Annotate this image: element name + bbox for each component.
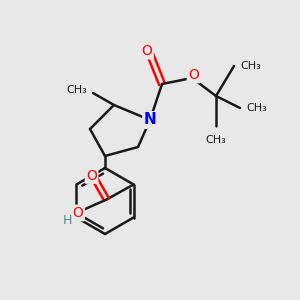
- Text: O: O: [142, 44, 152, 58]
- Text: O: O: [188, 68, 199, 82]
- Text: CH₃: CH₃: [206, 135, 226, 145]
- Text: CH₃: CH₃: [240, 61, 261, 71]
- Text: O: O: [73, 206, 83, 220]
- Text: O: O: [86, 169, 97, 182]
- Text: CH₃: CH₃: [66, 85, 87, 95]
- Text: CH₃: CH₃: [246, 103, 267, 113]
- Text: N: N: [144, 112, 156, 128]
- Text: H: H: [63, 214, 72, 227]
